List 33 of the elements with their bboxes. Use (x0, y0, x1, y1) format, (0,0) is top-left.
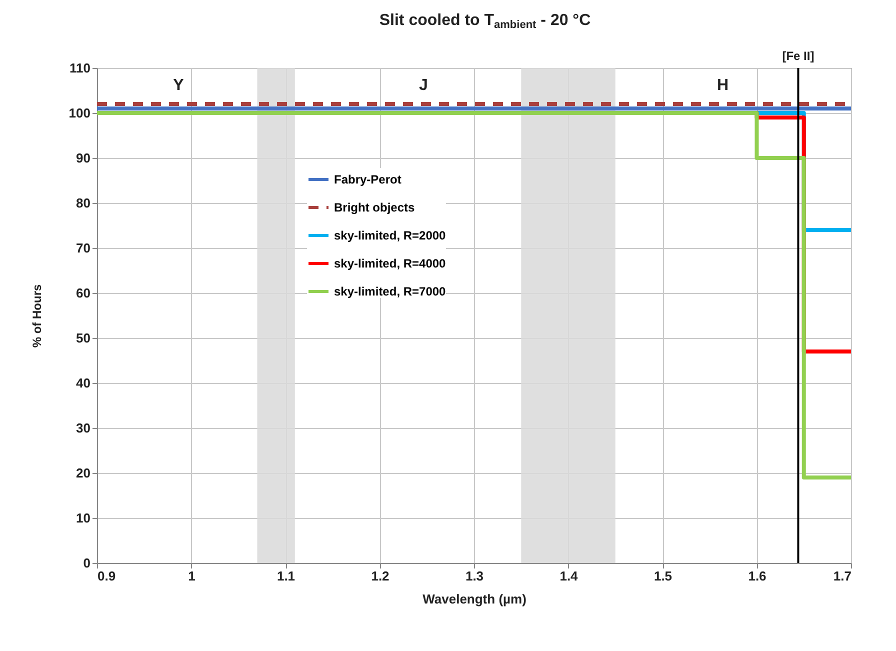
y-tick-label: 90 (76, 150, 90, 166)
y-tick-label: 70 (76, 240, 90, 256)
annotation: Y (173, 77, 184, 94)
y-tick-label: 20 (76, 466, 90, 480)
legend-label: sky-limited, R=2000 (334, 228, 446, 242)
y-tick-label: 60 (76, 286, 90, 300)
legend-label: sky-limited, R=7000 (334, 284, 446, 298)
y-tick-label: 0 (83, 556, 90, 570)
y-tick-label: 30 (76, 420, 90, 436)
x-axis-title: Wavelength (µm) (422, 592, 526, 606)
legend-label: sky-limited, R=4000 (334, 256, 446, 270)
x-tick-label: 1.4 (560, 568, 579, 584)
y-tick-label: 10 (76, 510, 90, 526)
annotation: H (717, 77, 729, 94)
y-tick-label: 40 (76, 376, 90, 390)
x-tick-label: 1.2 (371, 568, 390, 584)
y-tick-label: 80 (76, 196, 90, 210)
x-tick-label: 1.7 (833, 568, 852, 584)
ref-line-label: [Fe II] (782, 49, 814, 63)
legend-label: Bright objects (334, 200, 415, 214)
chart-title: Slit cooled to T$_{ambient}$ - 20 °C (378, 11, 592, 32)
x-tick-label: 1 (188, 568, 196, 584)
x-tick-label: 1.1 (276, 568, 296, 584)
x-tick-label: 0.9 (98, 568, 116, 584)
x-tick-label: 1.6 (748, 568, 766, 584)
annotation: J (419, 77, 428, 94)
legend-label: Fabry-Perot (334, 172, 402, 186)
y-axis-title: % of Hours (30, 284, 44, 348)
x-tick-label: 1.5 (654, 568, 672, 584)
y-tick-label: 50 (76, 330, 90, 346)
y-tick-label: 100 (68, 106, 90, 120)
y-tick-label: 110 (70, 60, 90, 76)
x-tick-label: 1.3 (465, 568, 484, 584)
